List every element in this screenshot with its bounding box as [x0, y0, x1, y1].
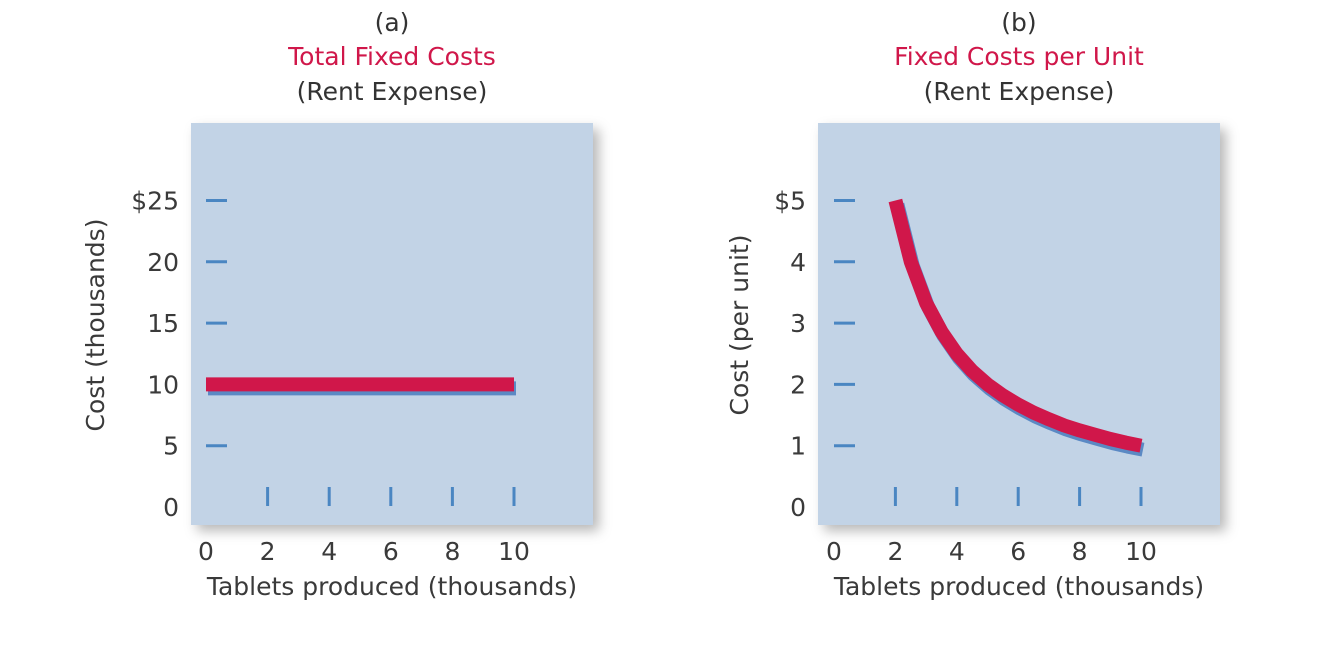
y-tick-label-b: 0	[790, 493, 806, 522]
chart-b: (b) Fixed Costs per Unit (Rent Expense) 0 1 2…	[725, 8, 1220, 601]
y-tick-label-b: 4	[790, 248, 806, 277]
panel-label-a: (a)	[375, 8, 410, 37]
y-tick-label-a: 0	[163, 493, 179, 522]
chart-subtitle-a: (Rent Expense)	[297, 77, 488, 106]
chart-a: (a) Total Fixed Costs (Rent Expense) 0 5 10 15…	[81, 8, 593, 601]
plot-area-a	[191, 123, 593, 525]
x-tick-label-b: 4	[949, 537, 965, 566]
x-tick-label-b: 2	[887, 537, 903, 566]
x-axis-label-a: Tablets produced (thousands)	[206, 572, 577, 601]
x-tick-label-b: 6	[1010, 537, 1026, 566]
y-tick-label-a: 15	[147, 309, 179, 338]
y-tick-label-a: 10	[147, 370, 179, 399]
y-axis-label-a: Cost (thousands)	[81, 219, 110, 432]
y-tick-label-b: 1	[790, 432, 806, 461]
x-axis-label-b: Tablets produced (thousands)	[833, 572, 1204, 601]
y-axis-label-b: Cost (per unit)	[725, 235, 754, 416]
y-tick-label-b: 3	[790, 309, 806, 338]
y-tick-label-a: 5	[163, 432, 179, 461]
y-tick-label-a: $25	[131, 187, 179, 216]
chart-subtitle-b: (Rent Expense)	[924, 77, 1115, 106]
chart-title-b: Fixed Costs per Unit	[894, 42, 1144, 71]
x-tick-label-b: 8	[1072, 537, 1088, 566]
series-line-b	[888, 198, 1143, 453]
chart-title-a: Total Fixed Costs	[287, 42, 496, 71]
y-tick-label-b: $5	[774, 187, 806, 216]
x-tick-label-b: 10	[1125, 537, 1157, 566]
x-tick-label-a: 0	[198, 537, 214, 566]
panel-label-b: (b)	[1001, 8, 1036, 37]
x-tick-label-a: 10	[498, 537, 530, 566]
y-tick-label-a: 20	[147, 248, 179, 277]
x-tick-label-b: 0	[826, 537, 842, 566]
x-tick-label-a: 6	[383, 537, 399, 566]
x-tick-label-a: 8	[444, 537, 460, 566]
plot-area-b	[818, 123, 1220, 525]
x-tick-label-a: 4	[321, 537, 337, 566]
x-tick-label-a: 2	[260, 537, 276, 566]
y-tick-label-b: 2	[790, 370, 806, 399]
